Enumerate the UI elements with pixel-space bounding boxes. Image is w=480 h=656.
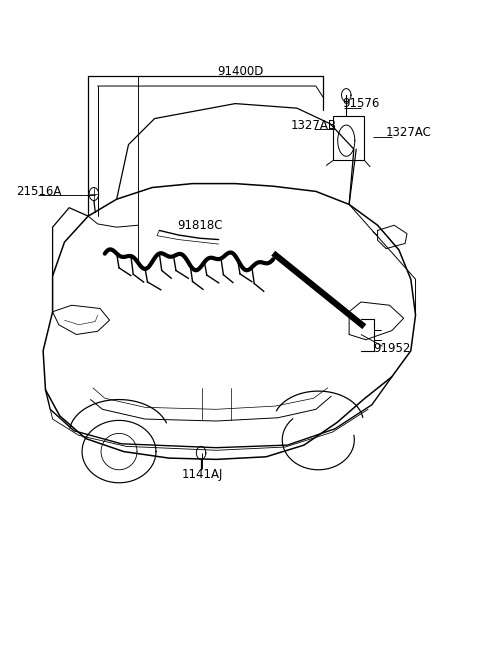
Text: 1141AJ: 1141AJ <box>181 468 223 481</box>
Text: 21516A: 21516A <box>16 185 61 198</box>
Text: 1327AC: 1327AC <box>385 127 432 139</box>
Text: 1327AB: 1327AB <box>290 119 336 132</box>
Text: 91952: 91952 <box>373 342 410 356</box>
Text: 91818C: 91818C <box>177 218 222 232</box>
Text: 91576: 91576 <box>342 97 380 110</box>
FancyBboxPatch shape <box>334 116 364 160</box>
Text: 91400D: 91400D <box>217 64 263 77</box>
